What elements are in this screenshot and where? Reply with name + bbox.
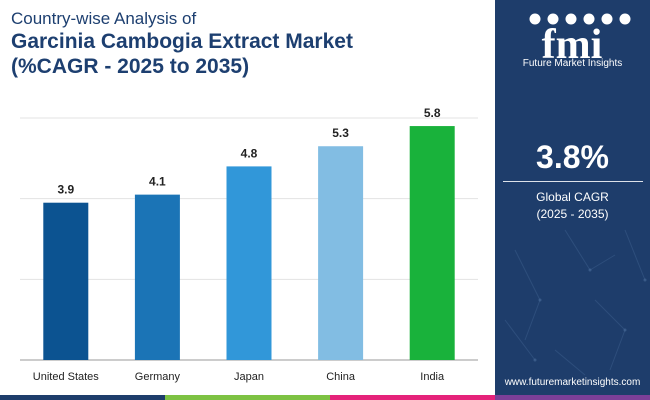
- title-line-2: Garcinia Cambogia Extract Market: [11, 30, 353, 53]
- sidebar-panel: fmi Future Market Insights 3.8% Global C…: [495, 0, 650, 400]
- title-line-1: Country-wise Analysis of: [11, 9, 197, 28]
- x-tick-label: China: [326, 371, 356, 383]
- strip-segment-4: [495, 395, 650, 400]
- bar-chart: 3.9 United States 4.1 Germany 4.8 Japan 5.3 Chi…: [20, 106, 478, 383]
- bar-japan: [226, 166, 272, 360]
- sidebar-texture: [504, 229, 647, 376]
- x-tick-label: United States: [33, 371, 100, 383]
- data-label: 3.9: [57, 183, 74, 197]
- bar-china: [318, 146, 364, 360]
- fmi-logo: fmi: [529, 13, 631, 68]
- bottom-color-strip: [0, 395, 650, 400]
- x-tick-label: Germany: [135, 371, 181, 383]
- bar-india: [409, 126, 455, 360]
- strip-segment-3: [330, 395, 495, 400]
- cagr-label-line-2: (2025 - 2035): [536, 207, 609, 221]
- website-link[interactable]: www.futuremarketinsights.com: [504, 377, 641, 388]
- x-tick-label: India: [420, 371, 445, 383]
- data-label: 5.3: [332, 126, 349, 140]
- logo-subtitle: Future Market Insights: [522, 58, 623, 69]
- chart-title-block: Country-wise Analysis of Garcinia Cambog…: [11, 8, 481, 79]
- data-label: 5.8: [424, 106, 441, 120]
- title-line-3: (%CAGR - 2025 to 2035): [11, 55, 250, 78]
- cagr-divider: [503, 181, 643, 182]
- bar-united-states: [43, 202, 89, 360]
- bar-germany: [134, 194, 180, 360]
- data-label: 4.1: [149, 175, 166, 189]
- global-cagr-value: 3.8%: [536, 139, 609, 175]
- global-cagr-label: Global CAGR (2025 - 2035): [495, 189, 650, 223]
- data-label: 4.8: [241, 146, 258, 160]
- strip-segment-1: [0, 395, 165, 400]
- strip-segment-2: [165, 395, 330, 400]
- cagr-label-line-1: Global CAGR: [536, 190, 609, 204]
- x-tick-label: Japan: [234, 371, 264, 383]
- logo-text: fmi: [542, 22, 603, 68]
